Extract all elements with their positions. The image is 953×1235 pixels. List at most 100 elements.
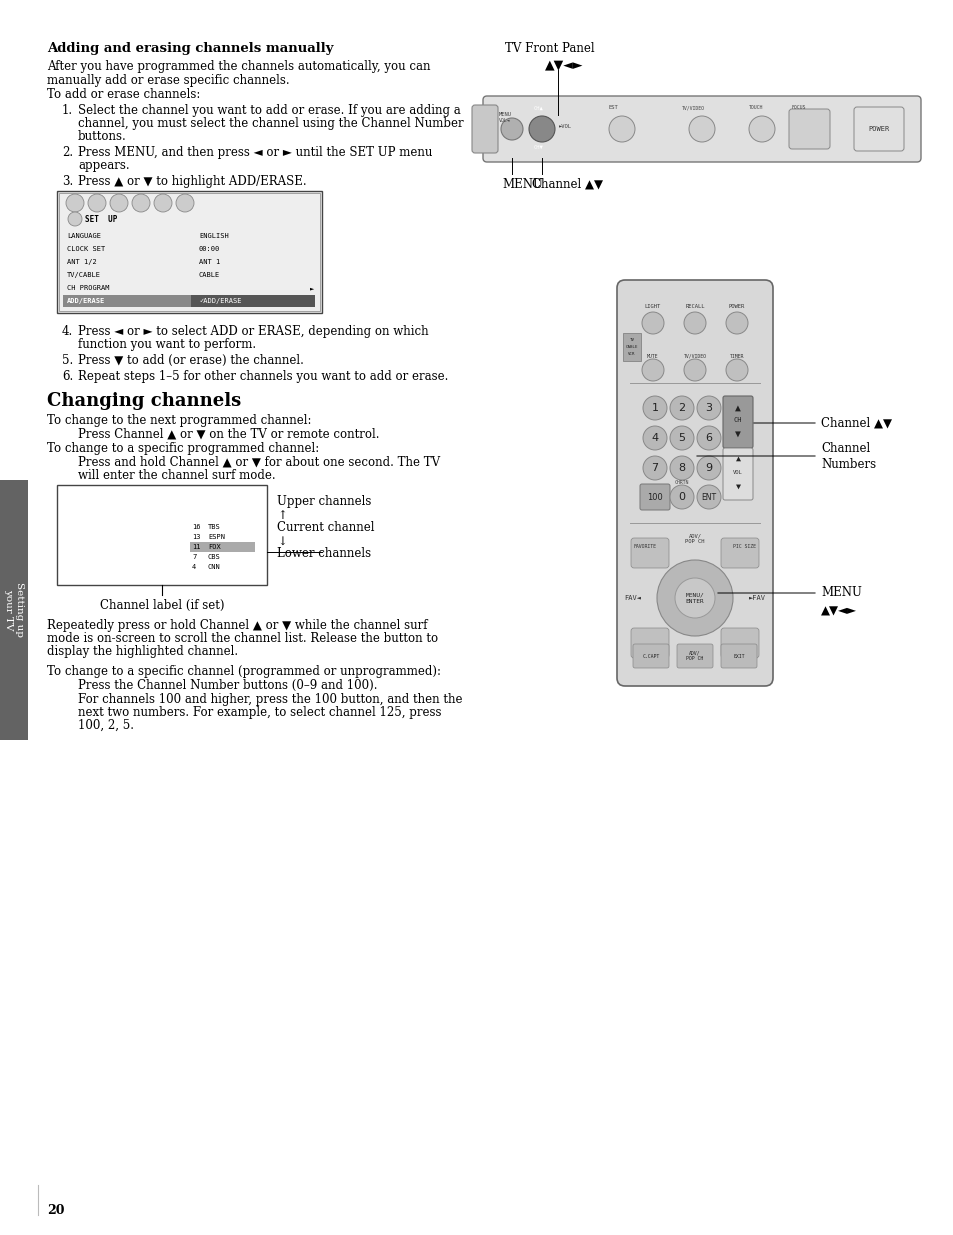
Circle shape [88,194,106,212]
Text: 4.: 4. [62,325,73,338]
Circle shape [697,485,720,509]
Circle shape [669,426,693,450]
FancyBboxPatch shape [482,96,920,162]
Text: MENU: MENU [498,112,512,117]
Text: FAVORITE: FAVORITE [633,543,656,548]
Text: ↓: ↓ [276,535,287,548]
Bar [57,191,322,312]
Text: 4: 4 [192,564,196,571]
Text: CABLE: CABLE [199,272,220,278]
Text: MUTE: MUTE [646,353,659,358]
Text: Repeatedly press or hold Channel ▲ or ▼ while the channel surf: Repeatedly press or hold Channel ▲ or ▼ … [47,619,427,632]
Text: Channel
Numbers: Channel Numbers [821,441,875,471]
Text: 00:00: 00:00 [199,246,220,252]
Text: After you have programmed the channels automatically, you can: After you have programmed the channels a… [47,61,430,73]
Text: MENU: MENU [821,587,861,599]
Text: CH▲: CH▲ [534,106,543,111]
Circle shape [748,116,774,142]
Text: Adding and erasing channels manually: Adding and erasing channels manually [47,42,334,56]
FancyBboxPatch shape [853,107,903,151]
Text: FOCUS: FOCUS [791,105,805,110]
Text: POWER: POWER [728,304,744,309]
Circle shape [132,194,150,212]
Text: buttons.: buttons. [78,130,127,143]
Text: 2: 2 [678,403,685,412]
Text: Press the Channel Number buttons (0–9 and 100).: Press the Channel Number buttons (0–9 an… [78,679,377,692]
Circle shape [641,312,663,333]
Circle shape [683,312,705,333]
Bar [59,193,319,311]
Text: 1: 1 [651,403,658,412]
Text: FOX: FOX [208,543,220,550]
Text: TV/VIDEO: TV/VIDEO [681,105,704,110]
Text: RECALL: RECALL [684,304,704,309]
Circle shape [657,559,732,636]
Text: appears.: appears. [78,159,130,172]
Text: 8: 8 [678,463,685,473]
FancyBboxPatch shape [720,629,759,658]
Text: Channel ▲▼: Channel ▲▼ [821,416,891,430]
Text: 2.: 2. [62,146,73,159]
FancyBboxPatch shape [722,396,752,448]
Circle shape [608,116,635,142]
Text: 13: 13 [192,534,200,540]
Text: 16: 16 [192,524,200,530]
Text: VOL: VOL [732,469,742,474]
Circle shape [641,359,663,382]
Text: 6.: 6. [62,370,73,383]
Circle shape [669,396,693,420]
Text: 7: 7 [192,555,196,559]
Text: CH: CH [733,417,741,424]
Circle shape [669,456,693,480]
Text: manually add or erase specific channels.: manually add or erase specific channels. [47,74,290,86]
Text: function you want to perform.: function you want to perform. [78,338,255,351]
Text: ▲: ▲ [735,403,740,412]
Circle shape [66,194,84,212]
Text: To change to a specific programmed channel:: To change to a specific programmed chann… [47,442,319,454]
Text: VCR: VCR [628,352,635,356]
Bar [0,480,28,740]
Text: CBS: CBS [208,555,220,559]
Bar [190,542,254,552]
Text: 11: 11 [192,543,200,550]
Text: Current channel: Current channel [276,521,375,534]
Text: 5: 5 [678,433,685,443]
Text: Press MENU, and then press ◄ or ► until the SET UP menu: Press MENU, and then press ◄ or ► until … [78,146,432,159]
FancyBboxPatch shape [639,484,669,510]
Text: ANT 1: ANT 1 [199,259,220,266]
Text: TOUCH: TOUCH [748,105,762,110]
Text: TV Front Panel: TV Front Panel [504,42,594,56]
Text: Press Channel ▲ or ▼ on the TV or remote control.: Press Channel ▲ or ▼ on the TV or remote… [78,429,379,441]
Text: Repeat steps 1–5 for other channels you want to add or erase.: Repeat steps 1–5 for other channels you … [78,370,448,383]
Text: PIC SIZE: PIC SIZE [733,543,756,548]
Text: TV/VIDEO: TV/VIDEO [682,353,706,358]
FancyBboxPatch shape [722,448,752,500]
Circle shape [153,194,172,212]
Text: ►VOL: ►VOL [558,125,572,130]
Bar [63,295,191,308]
Text: ▲▼◄►: ▲▼◄► [821,604,856,618]
Text: Channel label (if set): Channel label (if set) [100,599,224,613]
Text: Press and hold Channel ▲ or ▼ for about one second. The TV: Press and hold Channel ▲ or ▼ for about … [78,456,439,469]
Text: TV/CABLE: TV/CABLE [67,272,101,278]
FancyBboxPatch shape [677,643,712,668]
Circle shape [669,485,693,509]
Text: MENU/
ENTER: MENU/ ENTER [685,593,703,604]
Text: POWER: POWER [867,126,889,132]
Text: EXIT: EXIT [733,653,744,658]
FancyBboxPatch shape [617,280,772,685]
Text: ▼: ▼ [735,429,740,438]
Text: 5.: 5. [62,354,73,367]
Text: will enter the channel surf mode.: will enter the channel surf mode. [78,469,275,482]
Circle shape [697,426,720,450]
Text: Lower channels: Lower channels [276,547,371,559]
Text: Press ◄ or ► to select ADD or ERASE, depending on which: Press ◄ or ► to select ADD or ERASE, dep… [78,325,428,338]
Text: ►: ► [310,285,314,291]
Text: 7: 7 [651,463,658,473]
Circle shape [683,359,705,382]
Text: 100, 2, 5.: 100, 2, 5. [78,719,133,732]
Circle shape [642,426,666,450]
Text: To change to the next programmed channel:: To change to the next programmed channel… [47,414,312,427]
Circle shape [642,456,666,480]
Circle shape [500,119,522,140]
